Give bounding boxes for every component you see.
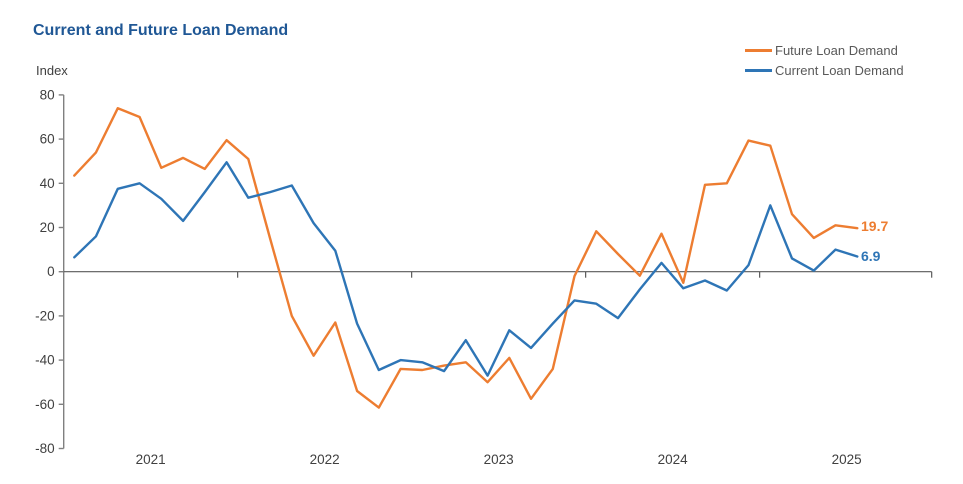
x-axis-year-label: 2022 [310, 452, 340, 467]
legend-item-future: Future Loan Demand [745, 40, 904, 60]
legend-label-current: Current Loan Demand [775, 62, 904, 78]
legend: Future Loan Demand Current Loan Demand [745, 40, 904, 80]
y-axis-tick-label: -40 [35, 353, 55, 368]
x-axis-year-label: 2023 [484, 452, 514, 467]
y-axis-tick-label: 20 [40, 220, 55, 235]
chart-title: Current and Future Loan Demand [33, 22, 289, 39]
y-axis-title: Index [36, 63, 68, 78]
y-axis-tick-label: 80 [40, 87, 55, 102]
x-axis-year-label: 2021 [136, 452, 166, 467]
y-axis-tick-label: 40 [40, 176, 55, 191]
x-axis-year-label: 2024 [658, 452, 689, 467]
future-series-end-value: 19.7 [861, 218, 889, 234]
current-loan-demand-line [73, 161, 859, 377]
current-series-end-value: 6.9 [861, 248, 881, 264]
legend-label-future: Future Loan Demand [775, 42, 898, 58]
y-axis-tick-label: -80 [35, 441, 55, 456]
future-loan-demand-line [73, 106, 859, 409]
future-line-swatch-icon [745, 48, 772, 52]
legend-item-current: Current Loan Demand [745, 60, 904, 80]
y-axis-tick-label: 60 [40, 132, 55, 147]
current-line-swatch-icon [745, 68, 772, 72]
x-axis-year-label: 2025 [832, 452, 862, 467]
y-axis-tick-label: 0 [47, 264, 55, 279]
y-axis-tick-label: -60 [35, 397, 55, 412]
y-axis-tick-label: -20 [35, 308, 55, 323]
